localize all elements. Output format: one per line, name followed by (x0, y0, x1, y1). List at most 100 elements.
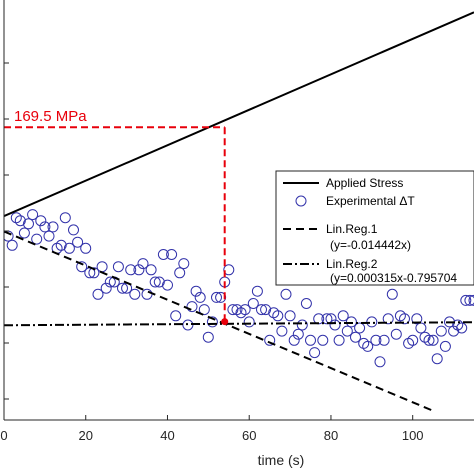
data-point (247, 298, 259, 309)
x-tick-label: 100 (402, 428, 424, 443)
data-point (178, 258, 190, 270)
data-point (354, 322, 366, 334)
data-point (112, 261, 124, 273)
annotation-intersection-marker (221, 318, 229, 326)
data-point (55, 239, 67, 251)
data-point (460, 294, 472, 306)
legend: Applied Stress Experimental ΔT Lin.Reg.1 (y… (275, 170, 474, 286)
data-point (435, 325, 447, 337)
data-point (276, 325, 288, 337)
data-point (423, 334, 435, 346)
data-point (231, 304, 243, 316)
data-point (47, 221, 59, 233)
data-point (6, 239, 18, 251)
data-point (415, 322, 427, 334)
data-point (337, 310, 349, 322)
data-point (239, 304, 251, 316)
data-point (76, 261, 88, 273)
data-point (190, 285, 202, 297)
data-point (162, 279, 173, 291)
data-point (264, 334, 276, 346)
data-point (309, 347, 321, 359)
data-point (280, 288, 292, 300)
data-point (419, 331, 431, 343)
applied-stress-line (4, 11, 474, 218)
data-point (88, 267, 100, 279)
data-point (227, 304, 239, 316)
data-point (10, 212, 22, 224)
data-point (464, 294, 474, 306)
data-point (341, 325, 353, 337)
data-point (439, 340, 451, 352)
data-point (345, 316, 357, 328)
data-point (305, 334, 316, 346)
data-point (366, 316, 378, 328)
data-point (321, 313, 333, 325)
data-point (448, 325, 460, 337)
lin-reg-2-line (4, 321, 474, 327)
data-point (18, 227, 30, 239)
data-point (43, 230, 55, 242)
data-point (468, 294, 474, 306)
data-point (284, 310, 296, 322)
data-point (362, 340, 374, 352)
legend-label-lin-reg-2-equation: (y=0.000315x-0.795704 (330, 271, 457, 285)
data-point (382, 313, 394, 325)
data-point (104, 276, 116, 288)
data-point (133, 264, 145, 276)
data-point (350, 331, 361, 343)
data-point (202, 331, 214, 343)
data-point (157, 249, 169, 260)
data-point (14, 215, 26, 227)
data-point (149, 276, 161, 288)
data-point (452, 319, 464, 331)
legend-label-applied-stress: Applied Stress (326, 176, 403, 190)
legend-box (275, 170, 474, 286)
data-point (407, 334, 419, 346)
data-point (427, 334, 439, 346)
data-point (68, 224, 79, 236)
data-point (272, 310, 284, 322)
data-point (174, 267, 186, 279)
data-point (411, 313, 423, 325)
data-point (59, 212, 71, 224)
data-point (292, 328, 304, 340)
data-point (374, 356, 386, 368)
data-point (170, 310, 182, 322)
data-point (317, 334, 329, 346)
data-point (80, 242, 92, 254)
data-point (300, 298, 312, 309)
data-point (186, 301, 198, 313)
data-point (198, 304, 210, 316)
data-point (31, 233, 43, 245)
data-point (117, 282, 128, 294)
data-point (141, 288, 153, 300)
legend-label-experimental: Experimental ΔT (326, 194, 415, 208)
data-point (27, 209, 39, 221)
legend-swatch-experimental (295, 195, 307, 207)
data-point (72, 236, 84, 248)
legend-label-lin-reg-1: Lin.Reg.1 (326, 222, 378, 236)
x-tick-label: 20 (79, 428, 93, 443)
data-point (358, 337, 370, 349)
x-tick-label: 80 (324, 428, 338, 443)
legend-label-lin-reg-2: Lin.Reg.2 (326, 257, 378, 271)
annotation-label: 169.5 MPa (14, 108, 87, 125)
data-point (137, 258, 149, 270)
data-point (194, 291, 206, 303)
data-point (100, 282, 112, 294)
data-point (260, 304, 272, 316)
data-point (333, 334, 345, 346)
data-point (288, 334, 300, 346)
data-point (35, 215, 47, 227)
data-point (390, 328, 402, 340)
data-point (23, 218, 34, 230)
x-tick-label: 0 (0, 428, 7, 443)
data-point (145, 264, 157, 276)
data-point (296, 319, 308, 331)
x-axis-label: time (s) (258, 452, 305, 468)
data-point (153, 276, 165, 288)
data-point (431, 353, 443, 365)
data-point (211, 291, 222, 303)
